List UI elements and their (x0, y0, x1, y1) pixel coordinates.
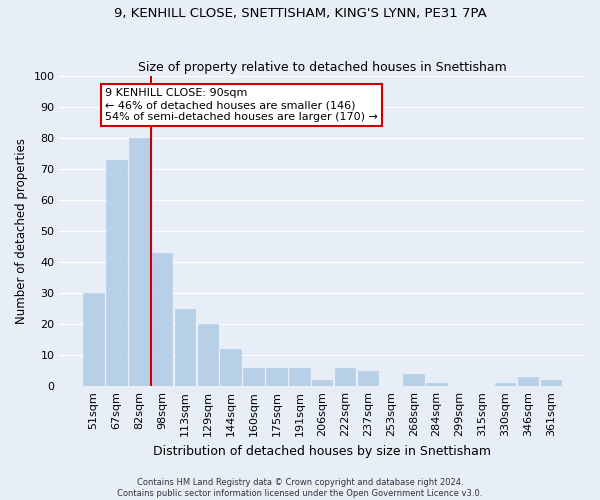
Bar (426, 383, 447, 386)
Bar (403, 374, 424, 386)
X-axis label: Distribution of detached houses by size in Snettisham: Distribution of detached houses by size … (153, 444, 491, 458)
Bar (244, 368, 264, 386)
Bar (541, 380, 561, 386)
Text: 9, KENHILL CLOSE, SNETTISHAM, KING'S LYNN, PE31 7PA: 9, KENHILL CLOSE, SNETTISHAM, KING'S LYN… (113, 8, 487, 20)
Bar (495, 383, 515, 386)
Bar (197, 324, 218, 386)
Bar (175, 308, 196, 386)
Bar (518, 377, 538, 386)
Bar (266, 368, 287, 386)
Bar (106, 160, 127, 386)
Bar (220, 349, 241, 386)
Text: 9 KENHILL CLOSE: 90sqm
← 46% of detached houses are smaller (146)
54% of semi-de: 9 KENHILL CLOSE: 90sqm ← 46% of detached… (105, 88, 378, 122)
Text: Contains HM Land Registry data © Crown copyright and database right 2024.
Contai: Contains HM Land Registry data © Crown c… (118, 478, 482, 498)
Bar (358, 370, 378, 386)
Bar (129, 138, 149, 386)
Title: Size of property relative to detached houses in Snettisham: Size of property relative to detached ho… (138, 60, 506, 74)
Bar (152, 253, 172, 386)
Bar (312, 380, 332, 386)
Bar (335, 368, 355, 386)
Y-axis label: Number of detached properties: Number of detached properties (15, 138, 28, 324)
Bar (289, 368, 310, 386)
Bar (83, 293, 104, 386)
